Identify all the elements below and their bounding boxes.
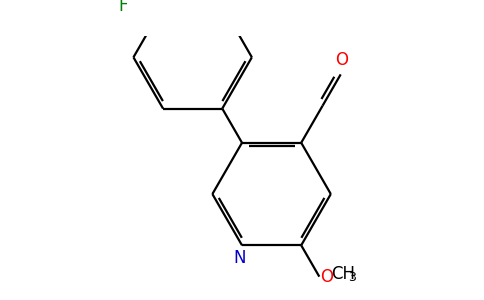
Text: O: O bbox=[335, 51, 348, 69]
Text: 3: 3 bbox=[348, 271, 355, 284]
Text: CH: CH bbox=[331, 265, 355, 283]
Text: O: O bbox=[320, 268, 333, 286]
Text: F: F bbox=[118, 0, 127, 15]
Text: N: N bbox=[233, 249, 245, 267]
